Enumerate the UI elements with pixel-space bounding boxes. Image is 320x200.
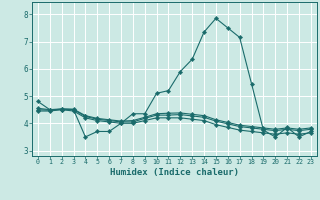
X-axis label: Humidex (Indice chaleur): Humidex (Indice chaleur) [110,168,239,177]
